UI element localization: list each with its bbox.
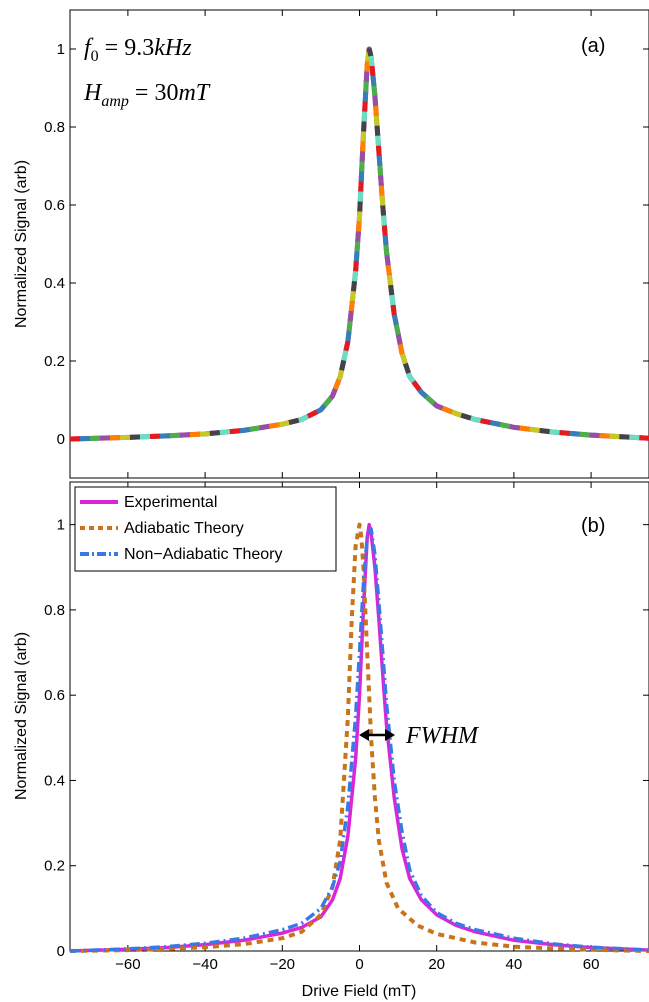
legend-label-nonadiabatic: Non−Adiabatic Theory [124,546,282,563]
panel-b-xtick-label: 40 [506,956,523,973]
panel-a-label: (a) [581,35,605,57]
fwhm-arrowhead-left [359,729,369,741]
panel-b-xtick-label: 60 [583,956,600,973]
series-line-2 [69,527,649,953]
annotation-f-unit: kHz [154,35,192,61]
fwhm-annotation: FWHM [359,723,480,749]
panel-a: 00.20.40.60.81 f0 = 9.3kHz Hamp = 30mT (… [13,9,649,479]
panel-b-ytick-label: 0 [57,943,65,960]
panel-a-series-line-6 [69,48,649,442]
panel-b-label: (b) [581,515,605,537]
annotation-h-symbol: H [83,80,103,106]
panel-b: 0 0.2 0.4 0.6 0.8 1 −60 −40 −20 0 20 40 60 (b) Norma… [13,481,649,1000]
panel-a-ytick-label: 0.6 [44,197,65,214]
legend-label-experimental: Experimental [124,494,217,511]
fwhm-arrowhead-right [385,729,395,741]
annotation-f-subscript: 0 [91,48,99,65]
panel-b-series [69,522,649,953]
panel-a-annotation-amplitude: Hamp = 30mT [83,80,211,110]
series-line-1 [69,522,649,953]
panel-b-xtick-label: 20 [428,956,445,973]
panel-b-ylabel: Normalized Signal (arb) [13,632,30,800]
panel-b-xtick-label: −60 [115,956,140,973]
panel-b-ytick-label: 0.2 [44,858,65,875]
panel-a-ytick-label: 0 [57,431,65,448]
panel-a-ytick-label: 0.4 [44,275,65,292]
panel-a-ytick-label: 0.8 [44,119,65,136]
annotation-f-symbol: f [84,35,94,61]
legend-label-adiabatic: Adiabatic Theory [124,520,244,537]
panel-b-ytick-label: 1 [57,517,65,534]
panel-a-ytick-label: 1 [57,41,65,58]
annotation-f-equals: = 9.3 [99,35,155,61]
panel-b-xlabel: Drive Field (mT) [302,983,417,1000]
panel-a-annotation-frequency: f0 = 9.3kHz [84,35,192,65]
panel-b-ytick-label: 0.8 [44,602,65,619]
legend-box [74,486,337,572]
fwhm-label: FWHM [405,723,480,749]
panel-b-ticks: 0 0.2 0.4 0.6 0.8 1 −60 −40 −20 0 20 40 60 [44,482,649,973]
legend: Experimental Adiabatic Theory Non−Adiaba… [74,486,337,572]
panel-b-xtick-label: −40 [192,956,217,973]
panel-a-ytick-label: 0.2 [44,353,65,370]
annotation-h-unit: mT [178,80,210,106]
panel-b-ytick-label: 0.6 [44,687,65,704]
panel-a-series [69,46,649,442]
panel-b-xtick-label: 0 [355,956,363,973]
panel-b-ytick-label: 0.4 [44,772,65,789]
panel-b-xtick-label: −20 [270,956,295,973]
panel-a-ylabel: Normalized Signal (arb) [13,160,30,328]
annotation-h-equals: = 30 [129,80,179,106]
panel-a-ticks: 0 0.2 0.4 0.6 0.8 1 [44,10,649,478]
annotation-h-subscript: amp [101,93,129,110]
